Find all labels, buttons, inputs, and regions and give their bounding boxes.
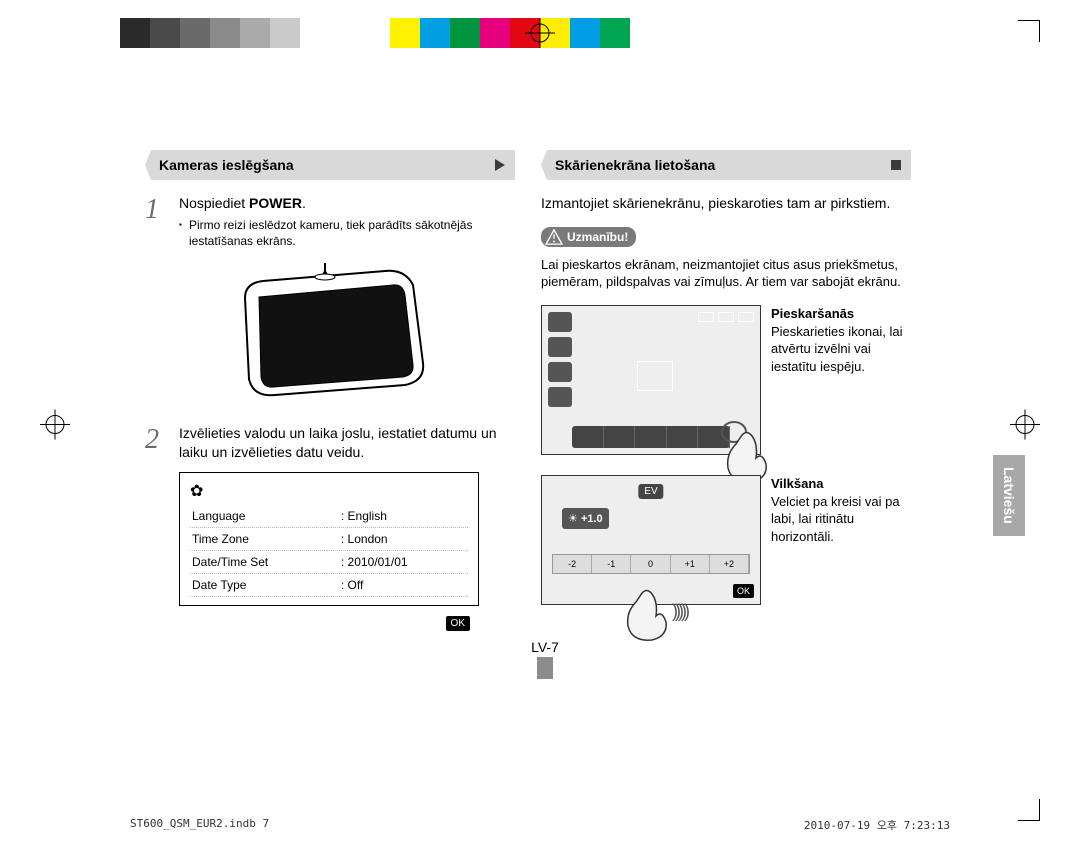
- screenshot-drag: EV ☀ +1.0 -2-10+1+2 OK ))))): [541, 475, 761, 605]
- warning-icon: [545, 229, 563, 245]
- registration-mark: [40, 409, 70, 442]
- hand-icon: [612, 572, 672, 642]
- print-colorbar: [120, 18, 660, 48]
- step1-power: POWER: [249, 195, 302, 211]
- caution-text: Lai pieskartos ekrānam, neizmantojiet ci…: [541, 256, 911, 291]
- step-number: 1: [145, 194, 169, 249]
- step1-sub: Pirmo reizi ieslēdzot kameru, tiek parād…: [179, 217, 515, 249]
- step1-post: .: [302, 195, 306, 211]
- drag-title: Vilkšana: [771, 475, 911, 493]
- heading-camera-on: Kameras ieslēgšana: [145, 150, 515, 180]
- touch-tap-row: Pieskaršanās Pieskarieties ikonai, lai a…: [541, 305, 911, 455]
- table-row: Date Type: Off: [190, 574, 468, 597]
- stop-icon: [891, 160, 901, 170]
- registration-mark: [525, 18, 555, 48]
- screenshot-tap: [541, 305, 761, 455]
- language-tab: Latviešu: [993, 455, 1025, 536]
- step2-body: Izvēlieties valodu un laika joslu, iesta…: [179, 424, 515, 462]
- swipe-arc-icon: ))))): [672, 601, 687, 622]
- ok-button[interactable]: OK: [733, 584, 754, 598]
- settings-panel: ✿ Language: EnglishTime Zone: LondonDate…: [179, 472, 479, 606]
- crop-mark: [1018, 799, 1040, 821]
- ok-button[interactable]: OK: [446, 616, 470, 631]
- ev-icon: ☀: [568, 513, 578, 525]
- table-row: Time Zone: London: [190, 528, 468, 551]
- gear-icon: ✿: [190, 481, 468, 501]
- page-bar: [537, 657, 553, 679]
- right-column: Skārienekrāna lietošana Izmantojiet skār…: [541, 150, 911, 625]
- play-icon: [495, 159, 505, 171]
- touch-intro: Izmantojiet skārienekrānu, pieskaroties …: [541, 194, 911, 213]
- ev-scale[interactable]: -2-10+1+2: [552, 554, 750, 574]
- camera-illustration: [145, 263, 515, 406]
- footer-file: ST600_QSM_EUR2.indb 7: [130, 817, 269, 833]
- tap-body: Pieskarieties ikonai, lai atvērtu izvēln…: [771, 324, 903, 374]
- crop-mark: [1018, 20, 1040, 42]
- caution-label: Uzmanību!: [567, 230, 628, 244]
- hand-icon: [712, 414, 772, 484]
- left-column: Kameras ieslēgšana 1 Nospiediet POWER. P…: [145, 150, 515, 625]
- footer-timestamp: 2010-07-19 오후 7:23:13: [804, 817, 950, 833]
- step-1: 1 Nospiediet POWER. Pirmo reizi ieslēdzo…: [145, 194, 515, 249]
- drag-body: Velciet pa kreisi vai pa labi, lai ritin…: [771, 494, 900, 544]
- settings-table: Language: EnglishTime Zone: LondonDate/T…: [190, 505, 468, 597]
- step-number: 2: [145, 424, 169, 462]
- page-body: Kameras ieslēgšana 1 Nospiediet POWER. P…: [145, 150, 945, 625]
- table-row: Date/Time Set: 2010/01/01: [190, 551, 468, 574]
- page-number: LV-7: [531, 639, 559, 655]
- registration-mark: [1010, 409, 1040, 442]
- heading-touchscreen: Skārienekrāna lietošana: [541, 150, 911, 180]
- step1-pre: Nospiediet: [179, 195, 249, 211]
- table-row: Language: English: [190, 505, 468, 528]
- print-footer: ST600_QSM_EUR2.indb 7 2010-07-19 오후 7:23…: [130, 817, 950, 833]
- step-2: 2 Izvēlieties valodu un laika joslu, ies…: [145, 424, 515, 462]
- tap-title: Pieskaršanās: [771, 305, 911, 323]
- touch-drag-row: EV ☀ +1.0 -2-10+1+2 OK ))))) Vilkšana Ve…: [541, 475, 911, 605]
- caution-badge: Uzmanību!: [541, 227, 911, 248]
